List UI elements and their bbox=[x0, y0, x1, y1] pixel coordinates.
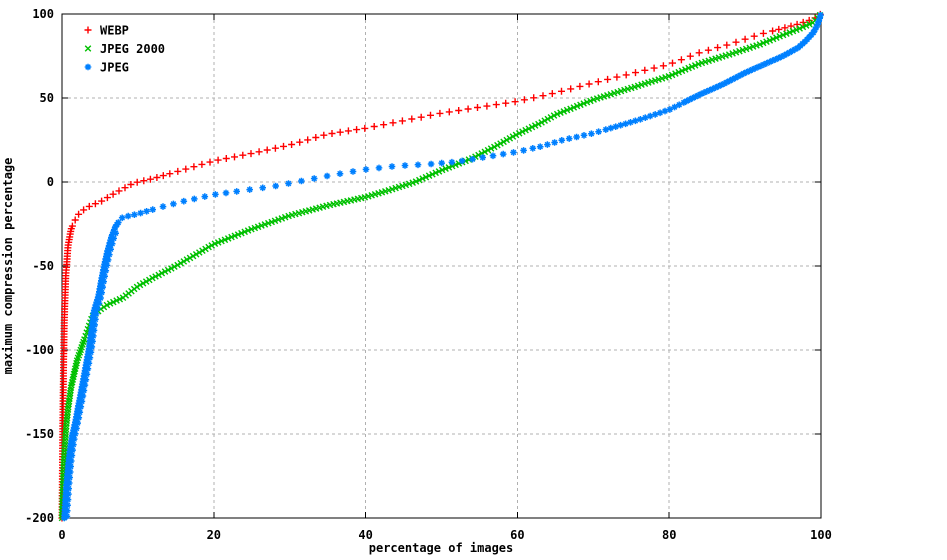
axis-titles: percentage of images maximum compression… bbox=[1, 158, 513, 555]
y-tick-label: -100 bbox=[25, 343, 54, 357]
plus-icon bbox=[84, 26, 92, 34]
legend: WEBP JPEG 2000 JPEG bbox=[84, 24, 165, 75]
legend-item-jpeg-2000: JPEG 2000 bbox=[84, 42, 165, 56]
tick-labels: 0 20 40 60 80 100 100 50 0 -50 -100 -150 -200 bbox=[25, 7, 832, 542]
x-tick-label: 0 bbox=[58, 528, 65, 542]
y-tick-label: -150 bbox=[25, 427, 54, 441]
y-tick-label: 50 bbox=[40, 91, 54, 105]
asterisk-icon bbox=[84, 63, 92, 71]
y-tick-label: 0 bbox=[47, 175, 54, 189]
legend-item-jpeg: JPEG bbox=[84, 61, 129, 75]
x-axis-label: percentage of images bbox=[369, 541, 514, 555]
data-series bbox=[58, 10, 824, 522]
legend-label: JPEG 2000 bbox=[100, 42, 165, 56]
y-axis-label: maximum compression percentage bbox=[1, 158, 15, 375]
legend-label: JPEG bbox=[100, 61, 129, 75]
x-tick-label: 100 bbox=[810, 528, 832, 542]
x-tick-label: 80 bbox=[662, 528, 676, 542]
y-tick-label: -50 bbox=[32, 259, 54, 273]
series-jpeg bbox=[61, 11, 824, 522]
y-tick-label: -200 bbox=[25, 511, 54, 525]
x-tick-label: 60 bbox=[510, 528, 524, 542]
x-tick-label: 20 bbox=[207, 528, 221, 542]
gridlines bbox=[62, 14, 821, 518]
x-tick-label: 40 bbox=[358, 528, 372, 542]
legend-item-webp: WEBP bbox=[84, 24, 129, 38]
legend-label: WEBP bbox=[100, 24, 129, 38]
cross-icon bbox=[84, 45, 92, 52]
y-tick-label: 100 bbox=[32, 7, 54, 21]
